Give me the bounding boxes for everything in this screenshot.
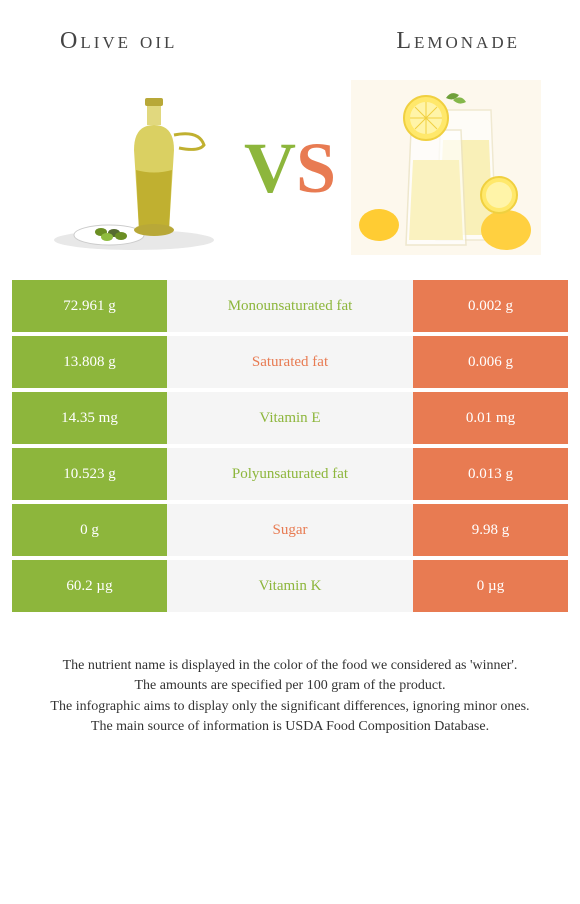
left-food-title: Olive oil	[60, 28, 177, 55]
footer-line: The nutrient name is displayed in the co…	[20, 656, 560, 676]
right-value: 0.002 g	[413, 280, 568, 332]
vs-label: VS	[244, 132, 336, 204]
nutrient-label: Vitamin E	[167, 392, 413, 444]
right-value: 0.013 g	[413, 448, 568, 500]
table-row: 0 g Sugar 9.98 g	[12, 504, 568, 556]
table-row: 13.808 g Saturated fat 0.006 g	[12, 336, 568, 388]
table-row: 10.523 g Polyunsaturated fat 0.013 g	[12, 448, 568, 500]
footer-notes: The nutrient name is displayed in the co…	[0, 616, 580, 737]
nutrient-label: Saturated fat	[167, 336, 413, 388]
footer-line: The main source of information is USDA F…	[20, 717, 560, 737]
comparison-table: 72.961 g Monounsaturated fat 0.002 g 13.…	[0, 280, 580, 612]
vs-letter-v: V	[244, 128, 296, 208]
left-value: 13.808 g	[12, 336, 167, 388]
olive-oil-image	[39, 80, 229, 255]
right-value: 0.006 g	[413, 336, 568, 388]
left-value: 14.35 mg	[12, 392, 167, 444]
right-value: 9.98 g	[413, 504, 568, 556]
footer-line: The amounts are specified per 100 gram o…	[20, 676, 560, 696]
left-value: 10.523 g	[12, 448, 167, 500]
right-food-title: Lemonade	[396, 28, 520, 55]
nutrient-label: Monounsaturated fat	[167, 280, 413, 332]
table-row: 60.2 µg Vitamin K 0 µg	[12, 560, 568, 612]
vs-letter-s: S	[296, 128, 336, 208]
table-row: 14.35 mg Vitamin E 0.01 mg	[12, 392, 568, 444]
left-value: 72.961 g	[12, 280, 167, 332]
left-value: 0 g	[12, 504, 167, 556]
nutrient-label: Sugar	[167, 504, 413, 556]
right-value: 0.01 mg	[413, 392, 568, 444]
lemonade-image	[351, 80, 541, 255]
footer-line: The infographic aims to display only the…	[20, 697, 560, 717]
header: Olive oil Lemonade	[0, 0, 580, 65]
right-value: 0 µg	[413, 560, 568, 612]
left-value: 60.2 µg	[12, 560, 167, 612]
table-row: 72.961 g Monounsaturated fat 0.002 g	[12, 280, 568, 332]
nutrient-label: Vitamin K	[167, 560, 413, 612]
images-row: VS	[0, 65, 580, 280]
nutrient-label: Polyunsaturated fat	[167, 448, 413, 500]
